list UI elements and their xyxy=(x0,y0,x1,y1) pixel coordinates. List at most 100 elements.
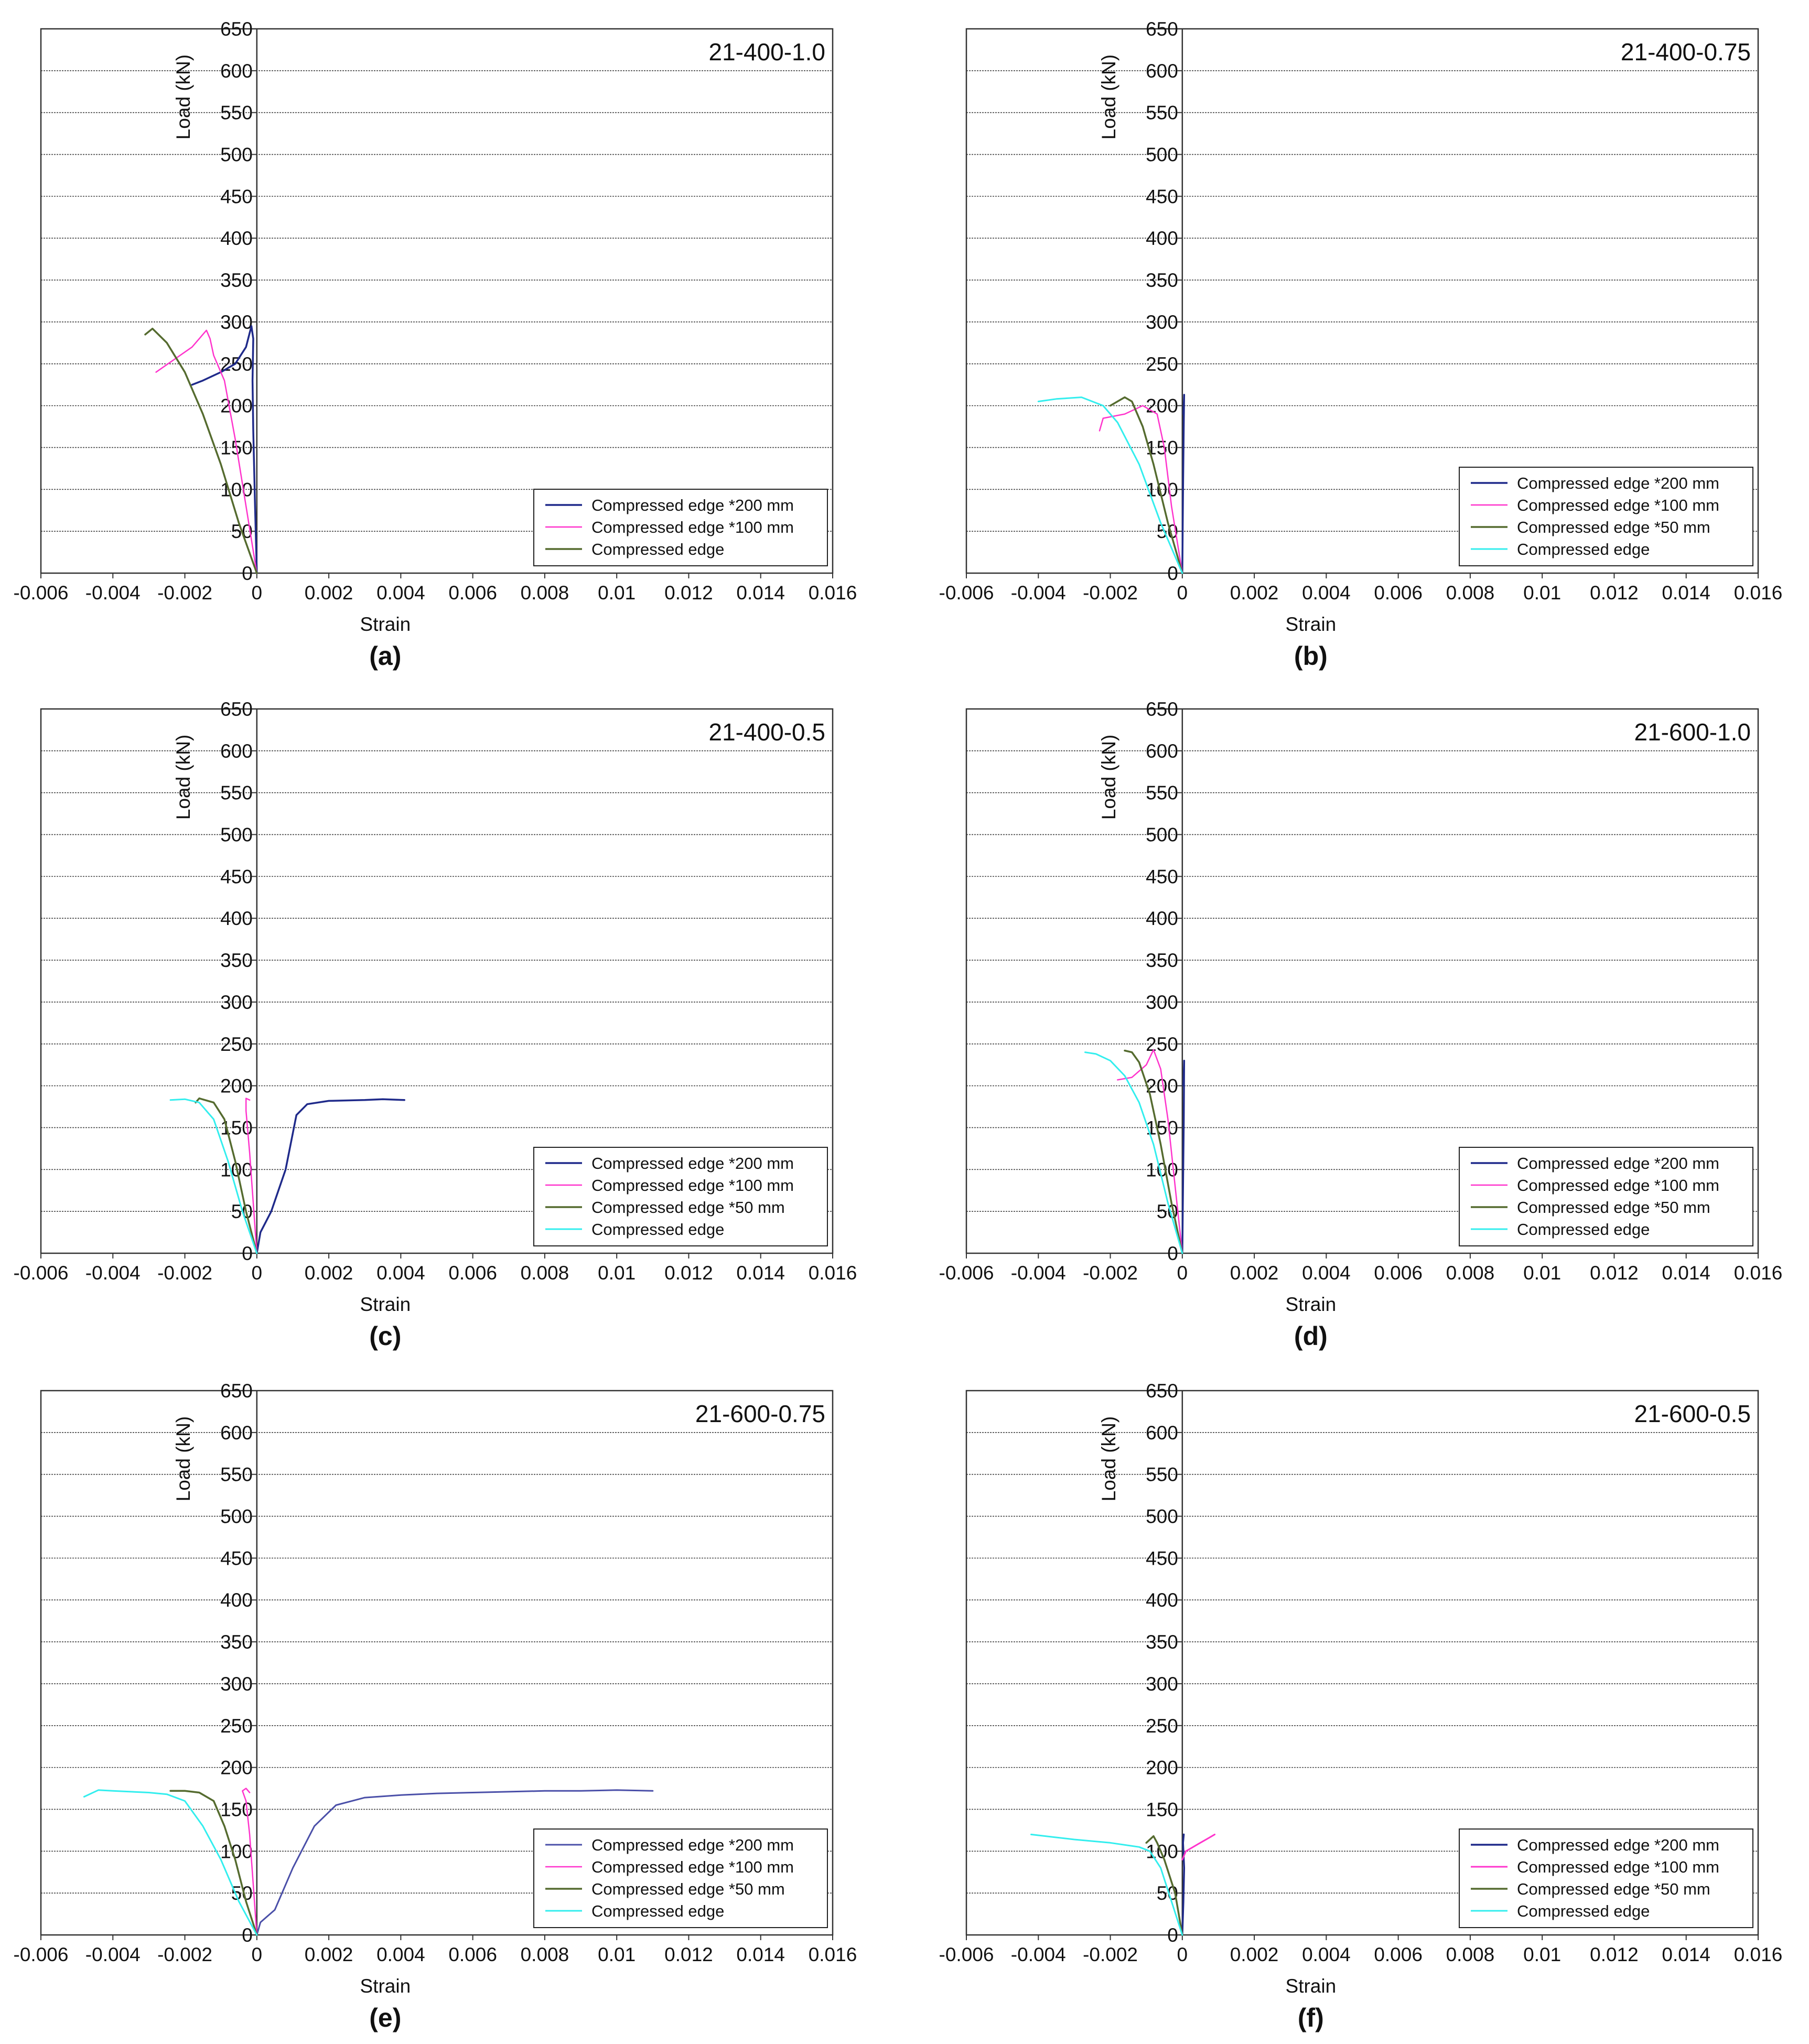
legend-entry: Compressed edge xyxy=(591,540,724,558)
plot-frame xyxy=(40,1390,834,1936)
series-line xyxy=(144,327,258,574)
y-tick-label: 500 xyxy=(220,824,253,846)
y-tick-label: 350 xyxy=(220,1631,253,1653)
legend-box xyxy=(533,1828,828,1928)
x-tick-label: -0.002 xyxy=(1083,1262,1138,1284)
y-tick-label: 0 xyxy=(1167,1924,1178,1946)
y-tick-label: 650 xyxy=(220,1380,253,1402)
plot-frame xyxy=(40,28,834,574)
x-tick-label: 0.012 xyxy=(1590,1944,1639,1965)
series-line xyxy=(1181,1833,1216,1860)
y-tick-label: 500 xyxy=(1146,1506,1178,1527)
legend-box xyxy=(1459,467,1753,566)
legend-entry: Compressed edge *100 mm xyxy=(1517,1858,1719,1876)
x-tick-label: 0.01 xyxy=(598,1944,636,1965)
x-tick-label: 0.002 xyxy=(305,1262,353,1284)
x-tick-label: 0.006 xyxy=(1374,582,1423,604)
legend-entry: Compressed edge *200 mm xyxy=(1517,1154,1719,1172)
x-tick-label: 0.006 xyxy=(1374,1262,1423,1284)
y-axis-title: Load (kN) xyxy=(1098,735,1119,820)
legend-entry: Compressed edge *200 mm xyxy=(591,1836,794,1854)
x-tick-label: 0.012 xyxy=(664,582,713,604)
x-tick-label: -0.006 xyxy=(939,1262,994,1284)
x-tick-label: -0.006 xyxy=(939,582,994,604)
y-tick-label: 200 xyxy=(220,395,253,417)
series-line xyxy=(1181,394,1186,574)
y-tick-label: 450 xyxy=(220,1547,253,1569)
x-tick-label: 0.014 xyxy=(1662,582,1710,604)
series-line xyxy=(1181,1059,1186,1254)
y-tick-label: 650 xyxy=(220,18,253,40)
x-tick-label: -0.002 xyxy=(157,1944,212,1965)
x-tick-label: 0.004 xyxy=(376,1262,425,1284)
panel-caption: (d) xyxy=(1294,1321,1328,1351)
x-tick-label: 0.002 xyxy=(1230,1944,1279,1965)
x-tick-label: 0.008 xyxy=(1446,582,1495,604)
y-tick-label: 200 xyxy=(220,1075,253,1097)
y-tick-label: 250 xyxy=(1146,353,1178,375)
y-tick-label: 400 xyxy=(220,1589,253,1611)
legend-entry: Compressed edge *100 mm xyxy=(1517,1176,1719,1195)
panel-caption: (c) xyxy=(369,1321,401,1351)
x-tick-label: -0.006 xyxy=(14,1262,69,1284)
legend-entry: Compressed edge *200 mm xyxy=(1517,1836,1719,1854)
y-tick-label: 300 xyxy=(220,311,253,333)
x-tick-label: -0.004 xyxy=(85,1262,141,1284)
chart-panel-2: 050100150200250300350400450500550600650-… xyxy=(939,18,1783,671)
x-tick-label: -0.006 xyxy=(939,1944,994,1965)
x-tick-label: 0 xyxy=(1177,582,1188,604)
series-line xyxy=(245,1098,258,1254)
y-tick-label: 550 xyxy=(220,102,253,124)
series-line xyxy=(155,329,258,574)
y-tick-label: 600 xyxy=(1146,60,1178,82)
legend-entry: Compressed edge *50 mm xyxy=(1517,1880,1710,1898)
x-tick-label: 0.006 xyxy=(1374,1944,1423,1965)
y-tick-label: 550 xyxy=(1146,102,1178,124)
panel-caption: (f) xyxy=(1298,2003,1324,2032)
series-line xyxy=(256,1098,405,1254)
x-tick-label: -0.004 xyxy=(85,1944,141,1965)
x-axis-title: Strain xyxy=(360,1294,411,1315)
x-tick-label: 0.016 xyxy=(1734,582,1783,604)
y-tick-label: 550 xyxy=(220,1464,253,1486)
legend: Compressed edge *200 mm Compressed edge *… xyxy=(533,1828,828,1928)
x-axis-title: Strain xyxy=(360,614,411,635)
y-tick-label: 450 xyxy=(1146,866,1178,887)
legend: Compressed edge *200 mm Compressed edge *… xyxy=(1459,1828,1753,1928)
y-tick-label: 400 xyxy=(220,908,253,929)
y-tick-label: 600 xyxy=(220,60,253,82)
y-tick-label: 250 xyxy=(220,1034,253,1055)
y-tick-label: 450 xyxy=(220,186,253,207)
y-tick-label: 350 xyxy=(220,270,253,291)
x-tick-label: -0.004 xyxy=(85,582,141,604)
y-tick-label: 600 xyxy=(220,1422,253,1444)
x-tick-label: 0.01 xyxy=(1523,582,1561,604)
x-tick-label: 0.016 xyxy=(1734,1262,1783,1284)
legend-box xyxy=(533,1147,828,1246)
x-axis-title: Strain xyxy=(1286,614,1337,635)
chart-title: 21-400-1.0 xyxy=(709,38,826,66)
plot-frame xyxy=(965,28,1759,574)
chart-panel-3: 050100150200250300350400450500550600650-… xyxy=(14,698,857,1351)
legend-box xyxy=(1459,1147,1753,1246)
legend-entry: Compressed edge *100 mm xyxy=(591,518,794,536)
y-tick-label: 300 xyxy=(220,1673,253,1695)
chart-panel-6: 050100150200250300350400450500550600650-… xyxy=(939,1380,1783,2032)
y-tick-label: 300 xyxy=(220,992,253,1013)
y-axis-title: Load (kN) xyxy=(173,55,194,139)
series-line xyxy=(1181,1833,1186,1936)
y-tick-label: 400 xyxy=(220,228,253,249)
series-line xyxy=(1030,1833,1183,1936)
legend-box xyxy=(1459,1828,1753,1928)
y-tick-label: 500 xyxy=(1146,824,1178,846)
y-tick-label: 100 xyxy=(220,479,253,500)
y-tick-label: 250 xyxy=(1146,1715,1178,1737)
legend-entry: Compressed edge xyxy=(1517,1220,1650,1239)
y-tick-label: 300 xyxy=(1146,311,1178,333)
y-tick-label: 650 xyxy=(220,698,253,720)
x-tick-label: 0.004 xyxy=(1302,582,1351,604)
y-tick-label: 450 xyxy=(1146,1547,1178,1569)
x-tick-label: -0.002 xyxy=(157,582,212,604)
series-line xyxy=(1117,1049,1183,1254)
series-line xyxy=(191,325,258,574)
